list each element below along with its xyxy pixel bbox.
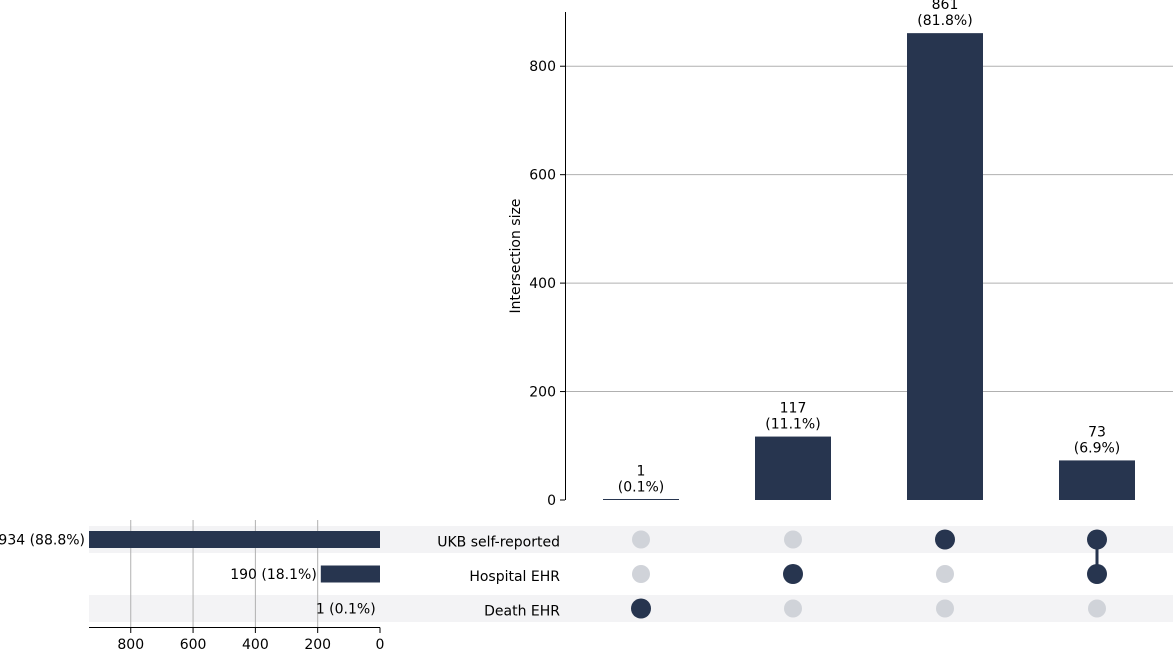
set-name-label: UKB self-reported [437, 535, 560, 551]
intersection-bar [755, 436, 831, 500]
intersection-percent-label: (11.1%) [765, 417, 820, 433]
x-tick-label: 400 [242, 637, 269, 651]
y-tick-label: 400 [529, 276, 556, 292]
set-size-label: 1 (0.1%) [316, 602, 376, 618]
matrix-dot-inactive [784, 599, 802, 618]
y-tick-label: 200 [529, 385, 556, 401]
set-size-bar [89, 531, 380, 548]
intersection-percent-label: (0.1%) [618, 479, 665, 495]
set-name-label: Death EHR [484, 604, 560, 620]
intersection-percent-label: (6.9%) [1074, 440, 1121, 456]
y-axis-label: Intersection size [508, 199, 524, 314]
matrix-dot-inactive [784, 530, 802, 549]
set-size-label: 190 (18.1%) [230, 567, 317, 583]
intersection-percent-label: (81.8%) [917, 13, 972, 29]
matrix-dot-active [1087, 564, 1107, 584]
matrix-dot-inactive [632, 565, 650, 583]
x-tick-label: 800 [117, 637, 144, 651]
matrix-dot-active [631, 598, 651, 619]
intersection-count-label: 73 [1088, 424, 1106, 440]
y-tick-label: 800 [529, 59, 556, 75]
intersection-bar [603, 499, 679, 500]
matrix-dot-active [935, 529, 955, 550]
intersection-bar [907, 33, 983, 500]
matrix-dot-inactive [936, 565, 954, 583]
set-size-bar [320, 565, 380, 583]
set-size-label: 934 (88.8%) [0, 533, 85, 549]
intersection-count-label: 117 [780, 401, 807, 417]
matrix-dot-active [1087, 529, 1107, 550]
matrix-dot-inactive [1088, 599, 1106, 618]
set-name-label: Hospital EHR [469, 569, 560, 585]
matrix-dot-inactive [632, 530, 650, 549]
y-tick-label: 600 [529, 168, 556, 184]
matrix-dot-active [783, 564, 803, 584]
x-tick-label: 600 [180, 637, 207, 651]
intersection-count-label: 861 [932, 0, 959, 13]
x-tick-label: 0 [376, 637, 385, 651]
y-tick-label: 0 [547, 493, 556, 509]
x-tick-label: 200 [304, 637, 331, 651]
intersection-bar [1059, 460, 1135, 500]
matrix-dot-inactive [936, 599, 954, 618]
intersection-count-label: 1 [637, 463, 646, 479]
